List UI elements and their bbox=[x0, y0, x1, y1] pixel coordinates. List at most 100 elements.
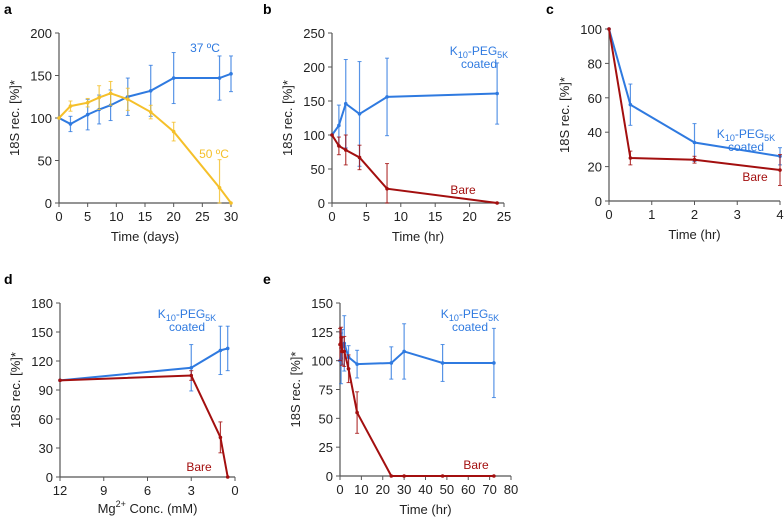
x-axis-label: Time (days) bbox=[111, 229, 179, 244]
y-tick-label: 100 bbox=[30, 111, 52, 126]
label-part: -PEG bbox=[176, 307, 205, 321]
y-tick-label: 100 bbox=[303, 128, 325, 143]
series-line bbox=[59, 347, 228, 382]
series-0 bbox=[330, 57, 500, 167]
series-line bbox=[339, 337, 494, 477]
data-point bbox=[97, 95, 101, 100]
data-point bbox=[148, 110, 153, 114]
y-tick-label: 120 bbox=[31, 354, 53, 369]
series-label-37c: 37 ºC bbox=[190, 41, 220, 55]
label-part: 10 bbox=[449, 313, 459, 323]
series-1 bbox=[338, 326, 496, 478]
y-tick-label: 90 bbox=[39, 383, 53, 398]
series-1 bbox=[58, 370, 230, 479]
series-label-coated-d-line2: coated bbox=[169, 320, 205, 334]
data-point bbox=[68, 122, 73, 126]
data-point bbox=[148, 89, 153, 93]
y-axis-label: 18S rec. [%]* bbox=[288, 352, 303, 428]
series-label-50c: 50 ºC bbox=[199, 147, 229, 161]
label-part: K bbox=[441, 307, 449, 321]
y-tick-label: 150 bbox=[311, 296, 333, 311]
data-point bbox=[337, 144, 341, 148]
data-point bbox=[338, 342, 342, 347]
y-axis-label: 18S rec. [%]* bbox=[557, 77, 572, 153]
panel-label: e bbox=[263, 271, 271, 287]
label-part: K bbox=[450, 44, 458, 58]
x-tick-label: 1 bbox=[648, 207, 655, 222]
y-tick-label: 0 bbox=[45, 196, 52, 211]
label-part: K bbox=[158, 307, 166, 321]
x-tick-label: 10 bbox=[394, 209, 408, 224]
data-point bbox=[389, 361, 394, 365]
data-point bbox=[189, 373, 194, 378]
data-point bbox=[607, 27, 611, 31]
data-point bbox=[385, 95, 389, 99]
x-tick-label: 15 bbox=[428, 209, 442, 224]
label-part: 10 bbox=[166, 313, 176, 323]
data-point bbox=[440, 361, 445, 365]
series-label-bare-c: Bare bbox=[742, 170, 768, 184]
data-point bbox=[343, 148, 348, 152]
x-tick-label: 5 bbox=[363, 209, 370, 224]
data-point bbox=[385, 186, 389, 191]
y-tick-label: 150 bbox=[30, 69, 52, 84]
y-tick-label: 20 bbox=[588, 160, 602, 175]
x-tick-label: 20 bbox=[166, 209, 180, 224]
series-1 bbox=[330, 133, 499, 205]
y-tick-label: 180 bbox=[31, 296, 53, 311]
data-point bbox=[108, 91, 113, 96]
y-tick-label: 50 bbox=[38, 154, 52, 169]
x-label-sup: 2+ bbox=[116, 499, 126, 509]
label-part: 5K bbox=[488, 313, 499, 323]
y-tick-label: 150 bbox=[303, 94, 325, 109]
y-tick-label: 25 bbox=[319, 440, 333, 455]
data-point bbox=[225, 475, 230, 479]
y-tick-label: 150 bbox=[31, 325, 53, 340]
label-part: 5K bbox=[497, 50, 508, 60]
x-tick-label: 70 bbox=[482, 482, 496, 497]
x-tick-label: 60 bbox=[461, 482, 475, 497]
y-tick-label: 60 bbox=[588, 91, 602, 106]
data-point bbox=[217, 76, 222, 80]
series-label-bare-e: Bare bbox=[463, 458, 489, 472]
data-point bbox=[337, 123, 341, 128]
label-part: -PEG bbox=[468, 44, 497, 58]
data-point bbox=[342, 349, 347, 354]
data-point bbox=[492, 361, 496, 365]
x-tick-label: 0 bbox=[55, 209, 62, 224]
x-tick-label: 80 bbox=[504, 482, 518, 497]
data-point bbox=[229, 201, 233, 205]
data-point bbox=[85, 100, 90, 105]
x-tick-label: 0 bbox=[605, 207, 612, 222]
y-tick-label: 80 bbox=[588, 56, 602, 71]
y-tick-label: 40 bbox=[588, 125, 602, 140]
data-point bbox=[58, 378, 62, 383]
series-line bbox=[58, 72, 232, 126]
x-tick-label: 2 bbox=[691, 207, 698, 222]
data-point bbox=[171, 76, 176, 80]
data-point bbox=[628, 102, 633, 107]
series-line bbox=[608, 28, 781, 172]
series-label-coated-e-line2: coated bbox=[452, 320, 488, 334]
series-label-coated-d: K10-PEG5K bbox=[158, 307, 216, 323]
x-tick-label: 0 bbox=[336, 482, 343, 497]
x-tick-label: 30 bbox=[397, 482, 411, 497]
series-line bbox=[58, 92, 232, 204]
series-label-coated-b-line2: coated bbox=[461, 57, 497, 71]
data-point bbox=[628, 156, 633, 160]
data-point bbox=[218, 435, 223, 440]
x-label-part: Conc. (mM) bbox=[126, 501, 198, 516]
x-tick-label: 4 bbox=[776, 207, 783, 222]
x-axis-label: Time (hr) bbox=[392, 229, 444, 244]
data-point bbox=[343, 101, 348, 106]
x-tick-label: 25 bbox=[497, 209, 511, 224]
x-tick-label: 50 bbox=[440, 482, 454, 497]
x-tick-label: 9 bbox=[100, 483, 107, 498]
x-tick-label: 3 bbox=[734, 207, 741, 222]
y-tick-label: 0 bbox=[318, 196, 325, 211]
y-tick-label: 250 bbox=[303, 26, 325, 41]
x-tick-label: 10 bbox=[109, 209, 123, 224]
